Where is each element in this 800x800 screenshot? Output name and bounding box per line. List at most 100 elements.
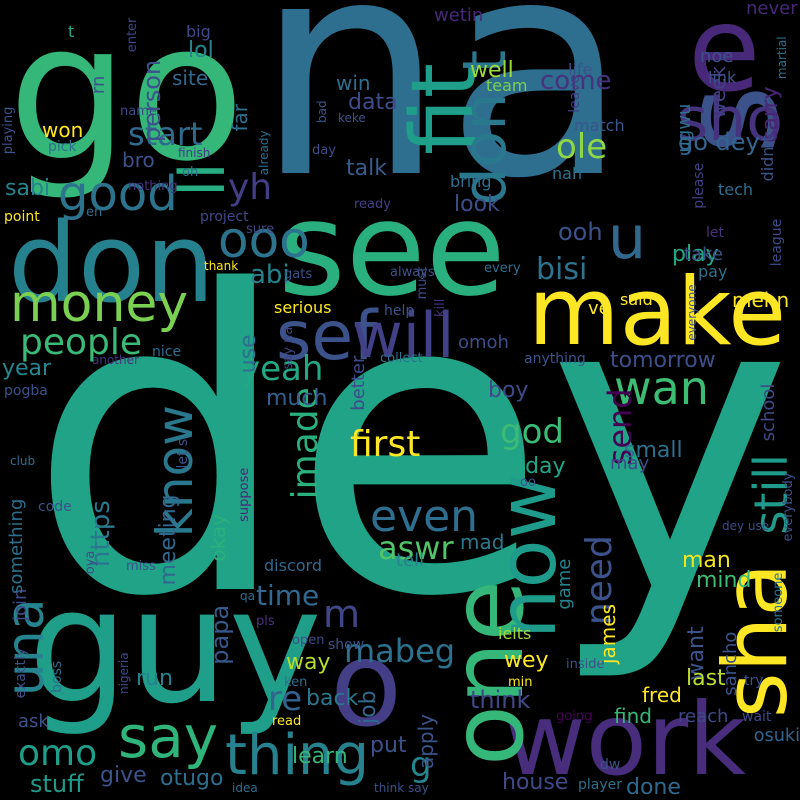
- word-idea: idea: [232, 781, 258, 795]
- word-team: team: [486, 76, 528, 95]
- word-don: don: [8, 199, 215, 327]
- word-martial: martial: [775, 36, 789, 80]
- word-nice: nice: [152, 344, 182, 360]
- word-ooh: ooh: [558, 218, 603, 246]
- word-pogba: pogba: [4, 383, 48, 399]
- word-show: show: [328, 637, 365, 653]
- word-bring: bring: [450, 172, 492, 191]
- word-way: way: [286, 650, 331, 675]
- word-anything: anything: [524, 351, 586, 367]
- word-said: said: [620, 290, 653, 309]
- word-win: win: [336, 71, 371, 95]
- word-site: site: [172, 66, 209, 90]
- word-playing: playing: [1, 106, 16, 155]
- word-run: run: [136, 666, 173, 691]
- word-something: something: [6, 498, 27, 594]
- word-yeah: yeah: [240, 349, 324, 389]
- word-always: always: [390, 265, 435, 280]
- word-find: find: [614, 704, 652, 728]
- word-say-na: say na: [281, 326, 296, 370]
- word-mehn: mehn: [732, 288, 790, 312]
- word-rn: rn: [88, 75, 109, 95]
- word-otugo: otugo: [160, 766, 224, 791]
- word-inside: inside: [566, 657, 605, 672]
- word-play: play: [672, 242, 719, 267]
- word-ask: ask: [18, 711, 49, 732]
- word-papa: papa: [206, 604, 234, 665]
- word-discord: discord: [264, 556, 322, 575]
- word-tech: tech: [718, 180, 754, 199]
- word-ve: ve: [588, 298, 610, 319]
- word-u: u: [608, 203, 647, 273]
- word-data: data: [348, 90, 398, 115]
- word-every: every: [484, 261, 521, 276]
- word-man: man: [682, 548, 731, 573]
- word-person: person: [138, 59, 166, 143]
- word-everyone: everyone: [685, 284, 699, 341]
- word-never: never: [746, 0, 798, 19]
- word-going: going: [556, 709, 593, 724]
- word-pls: pls: [256, 614, 275, 629]
- word-okay: okay: [206, 514, 230, 562]
- word-may: may: [610, 453, 650, 474]
- word-wey: wey: [504, 648, 549, 673]
- word-link: link: [708, 68, 737, 87]
- word-use: use: [236, 334, 261, 374]
- word-name: name: [120, 104, 157, 119]
- word-bro: bro: [122, 148, 155, 172]
- word-put: put: [370, 733, 407, 758]
- word-oo: oo: [520, 475, 536, 490]
- word-see: see: [278, 173, 506, 325]
- word-won: won: [42, 118, 84, 142]
- word-t: t: [68, 22, 75, 41]
- word-e: e: [688, 0, 761, 118]
- word-lol: lol: [188, 38, 214, 63]
- word-come: come: [540, 66, 612, 96]
- word-min: min: [508, 675, 533, 690]
- word-league: league: [769, 218, 785, 267]
- word-learn: learn: [292, 744, 348, 769]
- word-qa: qa: [240, 589, 255, 603]
- word-wan: wan: [614, 361, 709, 415]
- word-mind: mind: [696, 568, 752, 593]
- word-job: job: [356, 690, 381, 724]
- word-ooo: ooo: [218, 211, 310, 269]
- word-fred: fred: [642, 683, 682, 707]
- word-last: last: [686, 666, 726, 691]
- word-done: done: [626, 775, 681, 800]
- word-look: look: [454, 192, 500, 217]
- word-o: o: [330, 615, 403, 753]
- word-work: work: [504, 681, 746, 798]
- word-m: m: [323, 592, 361, 636]
- word-didn-t: didn t: [758, 135, 777, 182]
- word-pay: pay: [698, 262, 728, 281]
- word-g: g: [410, 745, 432, 785]
- word-well: well: [470, 58, 514, 83]
- word-talk: talk: [346, 156, 387, 181]
- word-let-s: let s: [175, 438, 191, 469]
- word-help: help: [384, 303, 415, 319]
- word-pick: pick: [48, 139, 77, 155]
- word-sabi: sabi: [5, 176, 51, 201]
- word-tomorrow: tomorrow: [610, 348, 716, 373]
- word-sure: sure: [246, 222, 275, 237]
- word-kill: kill: [433, 298, 448, 317]
- word-yh: yh: [228, 167, 273, 208]
- word-think: think: [470, 686, 531, 714]
- word-everybody: everybody: [781, 472, 796, 542]
- word-today: today: [503, 454, 566, 479]
- word-let: let: [706, 225, 724, 241]
- word-day: day: [312, 143, 336, 158]
- word-much: much: [266, 386, 328, 411]
- word-ken: ken: [284, 675, 308, 690]
- word-another: another: [92, 353, 139, 367]
- word-ready: ready: [354, 197, 391, 212]
- word-thing: thing: [225, 723, 370, 788]
- word-think-say: think say: [374, 781, 429, 795]
- word-mad: mad: [460, 530, 505, 554]
- word-keke: keke: [338, 111, 366, 125]
- word-bisi: bisi: [536, 252, 588, 287]
- word-wait: wait: [742, 709, 772, 725]
- word-say: say: [118, 703, 219, 771]
